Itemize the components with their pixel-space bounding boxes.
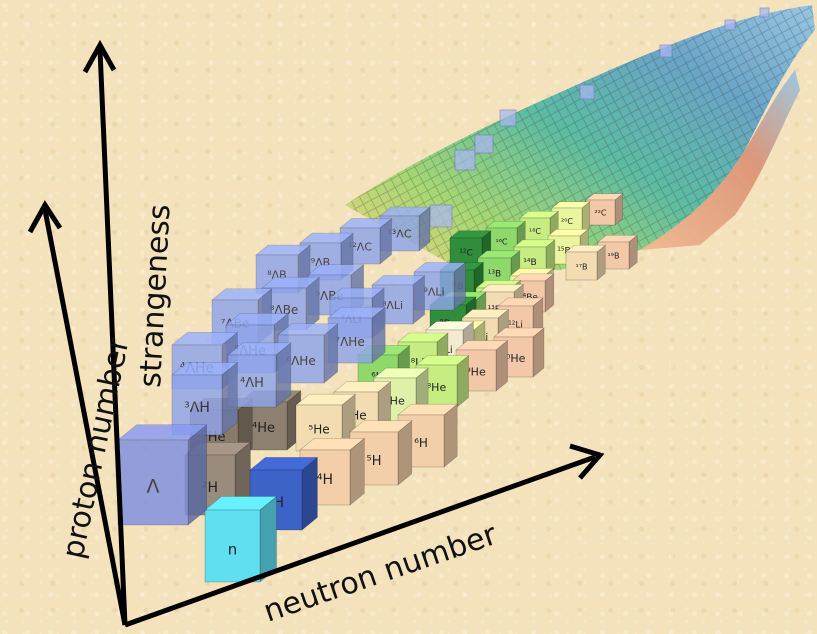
nuclide-label: ²⁰C xyxy=(561,217,573,226)
nuclide-label: ⁹ΛLi xyxy=(423,286,444,299)
nuclide-label: ⁴He xyxy=(252,421,275,436)
axes xyxy=(27,39,605,628)
floating-hypernucleus xyxy=(579,84,595,100)
nuclide-label: ⁷ΛHe xyxy=(335,335,364,349)
strangeness-axis-label: strangeness xyxy=(133,203,178,388)
nuclide-label: ³ΛH xyxy=(184,400,210,416)
nuclide-cube: ²²C xyxy=(585,193,624,226)
nuclide-label: ¹⁸C xyxy=(529,227,541,236)
floating-hypernucleus xyxy=(429,204,453,228)
floating-hypernucleus xyxy=(474,134,494,154)
cube-front-face xyxy=(449,237,483,267)
hypernucleus-cube: ³ΛH xyxy=(171,361,239,436)
nuclide-label: ⁴H xyxy=(317,472,333,488)
floating-hypernucleus xyxy=(454,149,476,171)
nuclide-cubes: ²²C²⁰C¹⁸C¹⁶C¹⁵B¹²C¹⁹B¹⁴B¹⁷B¹³B¹¹B¹²Be¹⁴B… xyxy=(117,193,639,583)
proton-axis-line xyxy=(42,209,128,626)
nuclide-label: ⁵He xyxy=(308,423,329,437)
strangeness-axis-arrowhead xyxy=(82,39,117,74)
cube-front-face xyxy=(565,251,598,281)
nuclide-label: ⁵H xyxy=(367,454,382,469)
nuclide-cube: ¹²C xyxy=(449,230,492,267)
nuclide-label: ¹⁶C xyxy=(496,238,508,247)
proton-axis-arrowhead xyxy=(27,200,63,234)
nuclide-label: ¹³B xyxy=(488,270,501,280)
cube-front-face xyxy=(485,227,518,256)
nuclide-label: ¹²Li xyxy=(508,321,523,331)
hypernucleus-cube: Λ xyxy=(117,424,208,526)
nuclide-label: ¹⁴B xyxy=(523,258,536,268)
nuclide-cube: ¹⁷B xyxy=(565,244,607,281)
nuclide-cube: n xyxy=(204,495,278,583)
nuclide-label: ¹²C xyxy=(459,248,473,258)
nuclide-label: ⁶H xyxy=(414,436,428,450)
nuclide-label: ¹³ΛC xyxy=(387,228,411,241)
nuclide-label: Λ xyxy=(147,476,160,498)
nuclide-label: ¹⁰He xyxy=(502,352,526,365)
nuclide-label: ²²C xyxy=(595,209,607,218)
far-nuclide-band xyxy=(345,5,815,275)
cube-front-face xyxy=(204,509,261,583)
nuclide-label: ¹⁹B xyxy=(608,252,620,261)
nuclide-label: ¹⁷B xyxy=(576,262,588,271)
neutron-axis-arrowhead xyxy=(569,443,605,480)
strangeness-axis-line xyxy=(97,49,128,626)
nuclide-label: ⁸ΛLi xyxy=(382,299,403,312)
neutron-axis-line xyxy=(124,454,596,628)
nuclide-label: ⁹He xyxy=(466,365,486,378)
floating-hypernucleus xyxy=(499,109,517,127)
floating-hypernucleus xyxy=(759,7,770,18)
floating-hypernucleus xyxy=(659,44,673,58)
cube-front-face xyxy=(585,199,616,226)
cube-side-face xyxy=(187,424,207,526)
cube-front-face xyxy=(117,439,189,526)
floating-hypernucleus xyxy=(724,19,736,31)
nuclide-label: ⁶ΛHe xyxy=(286,354,315,368)
nuclide-label: ⁸He xyxy=(427,381,447,394)
nuclide-label: n xyxy=(228,541,238,559)
nuclide-label: ¹⁵B xyxy=(557,246,570,256)
nuclide-label: ⁴ΛH xyxy=(240,376,264,391)
nuclide-label: ¹²ΛC xyxy=(348,240,372,253)
